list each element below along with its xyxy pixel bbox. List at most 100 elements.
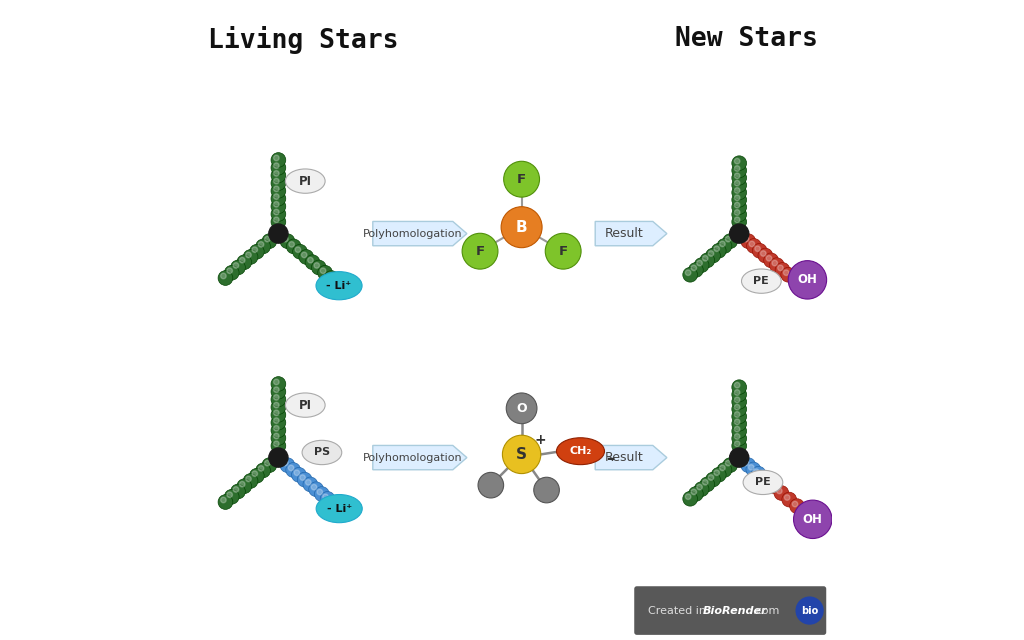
Circle shape (688, 486, 703, 501)
Text: O: O (516, 402, 527, 415)
Text: PI: PI (299, 399, 311, 412)
Circle shape (237, 255, 252, 269)
Circle shape (233, 262, 239, 268)
Circle shape (743, 236, 749, 242)
Circle shape (273, 426, 280, 431)
Text: Polyhomologation: Polyhomologation (362, 228, 463, 239)
Circle shape (732, 394, 746, 409)
Circle shape (224, 490, 239, 504)
Circle shape (307, 257, 313, 263)
Text: B: B (516, 220, 527, 235)
Circle shape (781, 268, 796, 282)
Circle shape (734, 441, 740, 447)
Circle shape (233, 486, 239, 492)
Circle shape (732, 193, 746, 207)
Circle shape (732, 185, 746, 200)
Circle shape (720, 241, 725, 246)
Circle shape (321, 268, 326, 273)
Circle shape (273, 186, 280, 191)
Circle shape (250, 244, 264, 259)
Circle shape (740, 234, 756, 248)
Polygon shape (373, 445, 467, 470)
Circle shape (717, 239, 732, 253)
Circle shape (273, 179, 280, 184)
Circle shape (280, 234, 295, 248)
Circle shape (759, 473, 764, 479)
Circle shape (271, 423, 286, 438)
Circle shape (250, 468, 264, 483)
Circle shape (300, 475, 305, 481)
Circle shape (723, 234, 737, 248)
Ellipse shape (743, 470, 782, 495)
Circle shape (734, 166, 740, 172)
Circle shape (734, 158, 740, 164)
Circle shape (694, 482, 709, 497)
Circle shape (734, 217, 740, 223)
Circle shape (321, 492, 335, 506)
Circle shape (283, 236, 288, 242)
Circle shape (269, 448, 288, 467)
Text: F: F (475, 244, 484, 258)
Circle shape (732, 178, 746, 193)
Circle shape (246, 476, 251, 482)
Circle shape (712, 243, 726, 258)
Circle shape (683, 492, 697, 506)
Circle shape (273, 441, 280, 447)
Circle shape (696, 260, 702, 266)
Circle shape (295, 247, 301, 252)
Circle shape (769, 481, 774, 487)
Circle shape (246, 252, 251, 258)
Circle shape (756, 470, 771, 485)
Circle shape (311, 260, 327, 275)
Circle shape (734, 180, 740, 186)
Circle shape (732, 387, 746, 402)
Circle shape (220, 497, 226, 503)
Circle shape (758, 248, 773, 263)
Circle shape (297, 472, 312, 487)
Circle shape (706, 472, 721, 487)
Circle shape (283, 460, 288, 466)
Circle shape (273, 410, 280, 415)
Circle shape (258, 241, 264, 247)
Text: Living Stars: Living Stars (208, 26, 398, 54)
Text: Result: Result (604, 227, 643, 240)
Circle shape (709, 475, 714, 480)
Circle shape (788, 260, 826, 299)
Text: +: + (535, 433, 547, 447)
Circle shape (271, 408, 286, 422)
Circle shape (782, 492, 797, 507)
Ellipse shape (741, 269, 781, 293)
Circle shape (273, 379, 280, 385)
Circle shape (271, 176, 286, 191)
Circle shape (323, 494, 329, 500)
Circle shape (734, 210, 740, 215)
Circle shape (240, 257, 245, 263)
Ellipse shape (316, 495, 362, 523)
Circle shape (262, 458, 276, 472)
Circle shape (725, 236, 731, 242)
Text: bio: bio (801, 605, 818, 616)
Circle shape (743, 460, 749, 466)
Circle shape (289, 241, 295, 247)
Circle shape (777, 265, 783, 271)
Circle shape (764, 253, 778, 268)
Circle shape (273, 194, 280, 200)
Circle shape (755, 246, 761, 252)
Circle shape (734, 412, 740, 417)
Circle shape (732, 214, 746, 229)
Circle shape (734, 382, 740, 388)
Circle shape (700, 253, 715, 268)
Circle shape (317, 266, 333, 280)
Circle shape (751, 467, 766, 481)
Circle shape (243, 250, 258, 264)
Circle shape (243, 474, 258, 488)
Circle shape (271, 438, 286, 453)
Text: PE: PE (755, 477, 771, 488)
Circle shape (280, 458, 295, 472)
Circle shape (329, 499, 334, 504)
Circle shape (271, 376, 286, 391)
Circle shape (503, 435, 541, 474)
Text: New Stars: New Stars (675, 26, 818, 52)
Circle shape (264, 460, 270, 466)
Circle shape (271, 400, 286, 415)
